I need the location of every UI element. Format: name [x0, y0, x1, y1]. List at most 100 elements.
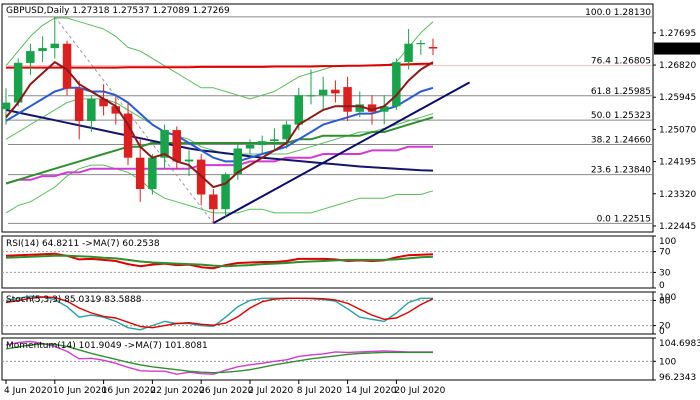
ma-red-200	[6, 62, 434, 69]
panel-tick-label: 100	[659, 293, 676, 303]
fib-label: 38.2 1.24660	[591, 135, 651, 145]
y-tick-label: 1.24195	[659, 158, 696, 168]
x-tick-label: 10 Jun 2020	[53, 386, 107, 396]
candle-body	[233, 148, 242, 175]
panel-tick-label: 70	[659, 248, 671, 258]
candle-body	[367, 104, 377, 112]
panel-stoch	[2, 295, 653, 331]
candle-body	[282, 124, 291, 140]
ma-brown	[5, 61, 434, 189]
panel-label-stoch: Stoch(5,3,3) 85.0319 83.5888	[6, 295, 142, 305]
panel-tick-label: 0	[659, 327, 665, 337]
price-plot	[2, 16, 652, 225]
panel-tick-label: 0	[659, 281, 665, 291]
candle-body	[123, 113, 133, 158]
candle-body	[331, 89, 340, 94]
trendline	[212, 81, 471, 225]
long-ma-navy	[5, 108, 434, 172]
axes: 1.27695 1.26820 1.25945 1.25070 1.24195 1.233…	[4, 29, 700, 396]
panel-frames	[1, 3, 654, 381]
x-tick-label: 16 Jun 2020	[102, 386, 156, 396]
panel-label-rsi: RSI(14) 64.8211 ->MA(7) 60.2538	[6, 239, 160, 249]
series-rsi	[5, 254, 434, 268]
fib-label: 76.4 1.26805	[591, 57, 651, 67]
y-tick-label: 1.26820	[659, 61, 696, 71]
panel-momentum	[2, 340, 653, 375]
x-tick-label: 22 Jun 2020	[150, 386, 204, 396]
x-tick-label: 14 Jul 2020	[346, 386, 397, 396]
y-tick-label: 1.25945	[659, 93, 696, 103]
candle-body	[2, 102, 11, 110]
candle-body	[294, 95, 303, 125]
candle-body	[209, 194, 218, 210]
candle-body	[135, 157, 145, 189]
candle-body	[160, 130, 169, 158]
x-tick-label: 4 Jun 2020	[4, 386, 53, 396]
panel-tick-label: 80	[659, 296, 671, 306]
candle-body	[74, 88, 84, 121]
series-momentum	[5, 343, 433, 374]
fib-retracement-line	[54, 16, 214, 224]
panel-tick-label: 30	[659, 268, 671, 278]
panel-frame-rsi	[1, 235, 654, 289]
ma-magenta	[5, 145, 433, 185]
candle-body	[379, 106, 389, 112]
candle-body	[148, 157, 157, 189]
candle-body	[50, 43, 59, 49]
x-tick-label: 8 Jul 2020	[297, 386, 342, 396]
candle-body	[306, 95, 316, 97]
y-tick-label: 1.23320	[659, 190, 696, 200]
panel-rsi	[2, 251, 653, 273]
candle-body	[428, 47, 438, 49]
candle-body	[111, 106, 120, 114]
fib-label: 100.0 1.28130	[585, 8, 651, 18]
candle-body	[87, 98, 96, 121]
candle-body	[245, 144, 255, 149]
fib-label: 61.8 1.25985	[591, 87, 651, 97]
panel-frame-momentum	[1, 337, 654, 381]
y-tick-label: 1.25070	[659, 125, 696, 135]
panel-tick-label: 100	[659, 237, 676, 247]
candle-body	[318, 89, 328, 96]
panel-tick-label: 100	[659, 357, 676, 367]
panel-label-momentum: Momentum(14) 101.9049 ->MA(7) 101.8081	[6, 341, 208, 351]
fib-label: 50.0 1.25323	[591, 111, 651, 121]
candle-body	[343, 87, 352, 112]
x-tick-label: 2 Jul 2020	[248, 386, 293, 396]
candle-body	[172, 130, 181, 162]
panel-frame-main	[1, 3, 654, 233]
candle-body	[404, 43, 413, 63]
candle-body	[62, 43, 72, 89]
price-tag-box	[654, 42, 700, 55]
candle-body	[99, 98, 108, 107]
series-stoch	[5, 296, 434, 329]
candle-body	[416, 43, 425, 45]
y-tick-label: 1.22445	[659, 222, 696, 232]
ma-blue	[5, 86, 434, 163]
indicator-panels: RSI(14) 64.8211 ->MA(7) 60.2538 Stoch(5,3…	[2, 239, 653, 375]
ma-green	[5, 116, 434, 185]
panel-tick-label: 96.2343	[659, 373, 696, 383]
series-stoch	[5, 295, 433, 331]
candle-body	[184, 159, 194, 162]
candle-body	[392, 62, 401, 107]
candle-body	[26, 51, 35, 63]
panel-frame-stoch	[1, 291, 654, 335]
x-tick-label: 26 Jun 2020	[199, 386, 253, 396]
candle-body	[221, 174, 230, 210]
panel-tick-label: 20	[659, 322, 671, 332]
candle-body	[38, 48, 47, 51]
candle-body	[270, 139, 279, 142]
x-tick-label: 20 Jul 2020	[394, 386, 445, 396]
fib-label: 23.6 1.23840	[591, 166, 651, 176]
bollinger-lower	[5, 164, 434, 214]
price-panel: 100.0 1.28130 76.4 1.26805 61.8 1.25985 50.…	[2, 8, 652, 224]
candle-body	[355, 104, 364, 112]
y-tick-label: 1.27695	[659, 29, 696, 39]
chart-title: GBPUSD,Daily 1.27318 1.27537 1.27089 1.2…	[6, 6, 230, 16]
candle-body	[257, 141, 267, 145]
panel-tick-label: 104.6983	[659, 339, 700, 349]
candle-body	[13, 62, 23, 103]
price-tag-label: 1.27269	[658, 45, 695, 55]
